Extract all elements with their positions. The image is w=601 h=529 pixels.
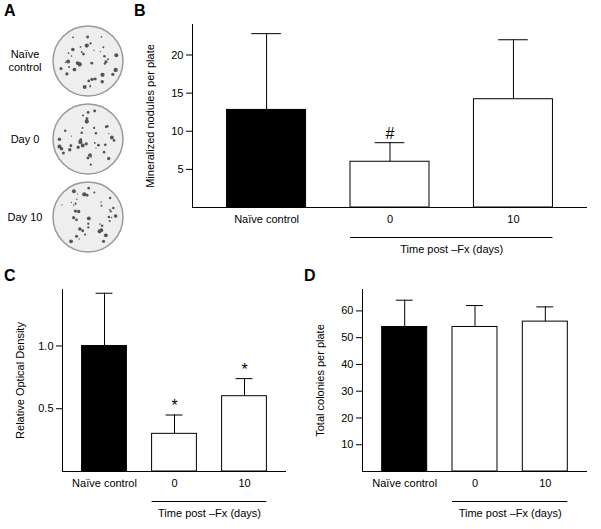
svg-text:Naïve control: Naïve control xyxy=(372,477,437,489)
svg-text:0.5: 0.5 xyxy=(38,402,53,414)
svg-text:*: * xyxy=(241,361,247,378)
svg-text:60: 60 xyxy=(341,304,353,316)
html-text:Naïve control: Naïve control xyxy=(8,48,42,73)
svg-text:Time post –Fx (days): Time post –Fx (days) xyxy=(158,507,261,519)
svg-text:0: 0 xyxy=(171,477,177,489)
svg-text:*: * xyxy=(171,397,177,414)
svg-text:20: 20 xyxy=(171,49,183,61)
svg-text:15: 15 xyxy=(171,87,183,99)
svg-text:Relative Optical Density: Relative Optical Density xyxy=(14,322,26,439)
html-text:Day 0: Day 0 xyxy=(10,132,40,145)
svg-text:#: # xyxy=(386,125,395,142)
svg-text:5: 5 xyxy=(177,163,183,175)
svg-text:Total colonies per plate: Total colonies per plate xyxy=(314,324,326,437)
svg-text:Mineralized nodules per plate: Mineralized nodules per plate xyxy=(144,44,156,188)
svg-text:Naïve control: Naïve control xyxy=(234,213,299,225)
html-text:B: B xyxy=(134,2,146,19)
svg-text:10: 10 xyxy=(238,477,250,489)
svg-text:Time post –Fx (days): Time post –Fx (days) xyxy=(459,507,562,519)
svg-text:0: 0 xyxy=(387,213,393,225)
svg-text:0: 0 xyxy=(472,477,478,489)
html-text:Day 10: Day 10 xyxy=(7,210,43,223)
html-text:C: C xyxy=(4,267,16,284)
svg-text:10: 10 xyxy=(341,438,353,450)
html-text:A: A xyxy=(4,2,16,19)
svg-text:10: 10 xyxy=(507,213,519,225)
svg-text:40: 40 xyxy=(341,358,353,370)
svg-text:30: 30 xyxy=(341,385,353,397)
svg-text:1.0: 1.0 xyxy=(38,340,53,352)
html-text:D: D xyxy=(304,267,316,284)
svg-text:Time post –Fx (days): Time post –Fx (days) xyxy=(400,243,503,255)
svg-text:50: 50 xyxy=(341,331,353,343)
svg-text:20: 20 xyxy=(341,411,353,423)
svg-text:10: 10 xyxy=(171,125,183,137)
svg-text:Naïve control: Naïve control xyxy=(72,477,137,489)
svg-text:10: 10 xyxy=(539,477,551,489)
